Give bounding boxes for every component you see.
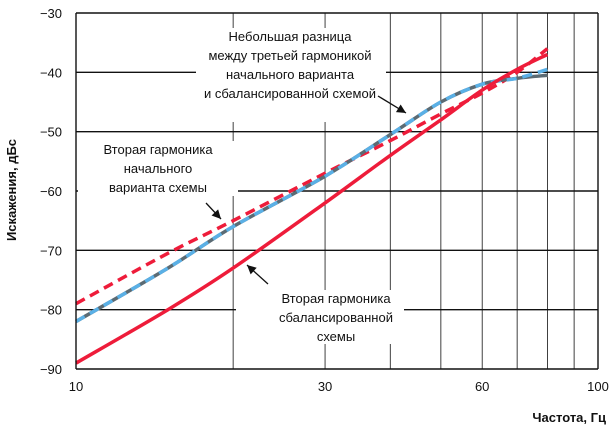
x-tick-label: 100	[587, 379, 609, 394]
annotation-3: Вторая гармоника сбалансированной схемы	[236, 264, 404, 344]
x-axis-label: Частота, Гц	[532, 410, 606, 425]
series-line-1	[75, 47, 549, 306]
annotation-text: и сбалансированной схемой	[204, 86, 376, 101]
series-line-3	[75, 67, 548, 324]
series-layer	[75, 47, 549, 365]
y-tick-label: −30	[40, 6, 62, 21]
axes: −90 −80 −70 −60 −50 −40 −30 10 30 60 100	[40, 6, 609, 394]
annotation-box	[196, 28, 386, 122]
annotation-text: между третьей гармоникой	[208, 48, 371, 63]
annotation-text: начального варианта	[226, 67, 355, 82]
annotation-box	[236, 290, 404, 344]
y-tick-label: −50	[40, 125, 62, 140]
x-tick-label: 30	[318, 379, 332, 394]
annotation-text: варианта схемы	[109, 180, 207, 195]
x-tick-label: 60	[475, 379, 489, 394]
annotation-text: Небольшая разница	[229, 29, 353, 44]
x-tick-label: 10	[69, 379, 83, 394]
annotations: Небольшая разница между третьей гармонико…	[78, 28, 407, 344]
annotation-2: Вторая гармоника начального варианта схемы	[78, 141, 238, 220]
annotation-box	[78, 141, 238, 196]
y-tick-label: −80	[40, 303, 62, 318]
annotation-text: схемы	[317, 329, 355, 344]
y-tick-label: −90	[40, 362, 62, 377]
y-tick-label: −40	[40, 65, 62, 80]
annotation-text: Вторая гармоника	[281, 291, 391, 306]
y-tick-label: −60	[40, 184, 62, 199]
annotation-1: Небольшая разница между третьей гармонико…	[196, 28, 407, 122]
annotation-arrowhead	[395, 104, 406, 113]
annotation-text: Вторая гармоника	[103, 142, 213, 157]
series-line-4	[75, 52, 549, 365]
annotation-text: сбалансированной	[279, 310, 393, 325]
annotation-arrowhead	[247, 265, 257, 275]
y-axis-label: Искажения, дБс	[4, 139, 19, 241]
annotation-arrowhead	[211, 209, 221, 219]
y-tick-label: −70	[40, 243, 62, 258]
annotation-text: начального	[124, 161, 193, 176]
